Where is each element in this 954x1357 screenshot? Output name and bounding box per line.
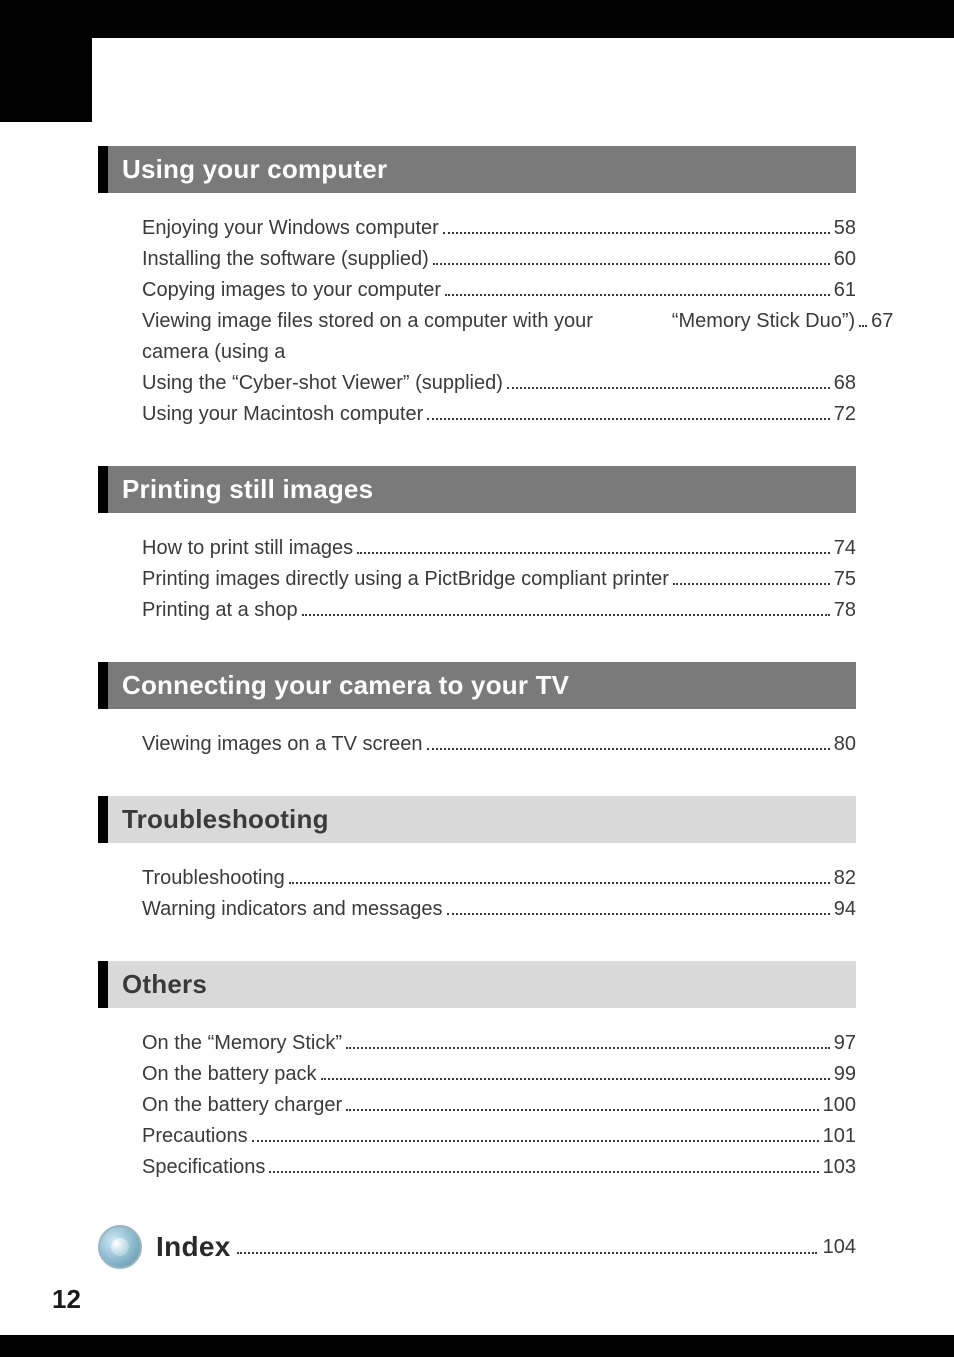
section-title: Troubleshooting [122, 804, 329, 834]
entry-label: Installing the software (supplied) [142, 244, 429, 275]
index-label: Index [156, 1231, 231, 1263]
toc-entry: Printing at a shop 78 [98, 595, 856, 626]
entry-page: 74 [834, 533, 856, 564]
entry-page: 60 [834, 244, 856, 275]
toc-entry: Specifications 103 [98, 1152, 856, 1183]
index-page: 104 [823, 1236, 856, 1259]
entry-label-line1: Viewing image files stored on a computer… [142, 306, 650, 368]
entry-label: Enjoying your Windows computer [142, 213, 439, 244]
entry-page: 75 [834, 564, 856, 595]
entry-page: 101 [823, 1121, 856, 1152]
index-row: Index 104 [98, 1225, 856, 1269]
entry-label: Viewing images on a TV screen [142, 729, 423, 760]
toc-entry: Warning indicators and messages 94 [98, 894, 856, 925]
bottom-black-bar [0, 1335, 954, 1357]
toc-entry: How to print still images 74 [98, 533, 856, 564]
entry-label: Copying images to your computer [142, 275, 441, 306]
leader-dots [447, 897, 830, 915]
entry-page: 72 [834, 399, 856, 430]
toc-entry: Installing the software (supplied) 60 [98, 244, 856, 275]
leader-dots [237, 1238, 817, 1254]
section-title: Others [122, 969, 207, 999]
entry-label: Warning indicators and messages [142, 894, 443, 925]
leader-dots [445, 278, 830, 296]
leader-dots [302, 598, 830, 616]
entries-connecting-tv: Viewing images on a TV screen 80 [98, 729, 856, 760]
leader-dots [289, 866, 830, 884]
toc-entry: Copying images to your computer 61 [98, 275, 856, 306]
leader-dots [346, 1093, 819, 1111]
toc-entry: On the battery pack 99 [98, 1059, 856, 1090]
section-header-printing-still-images: Printing still images [98, 466, 856, 513]
toc-entry: On the battery charger 100 [98, 1090, 856, 1121]
entry-label: Printing images directly using a PictBri… [142, 564, 669, 595]
leader-dots [507, 371, 830, 389]
leader-dots [673, 567, 830, 585]
toc-entry: Printing images directly using a PictBri… [98, 564, 856, 595]
entry-label: How to print still images [142, 533, 353, 564]
section-title: Connecting your camera to your TV [122, 670, 569, 700]
entry-label: On the “Memory Stick” [142, 1028, 342, 1059]
content-area: Using your computer Enjoying your Window… [0, 146, 954, 1269]
entry-page: 103 [823, 1152, 856, 1183]
entry-page: 99 [834, 1059, 856, 1090]
section-header-using-your-computer: Using your computer [98, 146, 856, 193]
entry-page: 58 [834, 213, 856, 244]
leader-dots [433, 247, 830, 265]
entry-page: 94 [834, 894, 856, 925]
entry-label: Using the “Cyber-shot Viewer” (supplied) [142, 368, 503, 399]
leader-dots [859, 309, 867, 327]
toc-entry: Viewing images on a TV screen 80 [98, 729, 856, 760]
top-black-bar [0, 0, 954, 38]
leader-dots [427, 402, 830, 420]
entries-using-your-computer: Enjoying your Windows computer 58 Install… [98, 213, 856, 430]
entry-label: On the battery pack [142, 1059, 317, 1090]
entry-page: 61 [834, 275, 856, 306]
entry-page: 67 [871, 306, 893, 337]
entries-printing-still-images: How to print still images 74 Printing ima… [98, 533, 856, 626]
section-title: Using your computer [122, 154, 387, 184]
entry-label: Printing at a shop [142, 595, 298, 626]
entry-label: Using your Macintosh computer [142, 399, 423, 430]
entry-label: Troubleshooting [142, 863, 285, 894]
section-header-others: Others [98, 961, 856, 1008]
entry-page: 80 [834, 729, 856, 760]
toc-entry: Troubleshooting 82 [98, 863, 856, 894]
page-number: 12 [52, 1284, 81, 1315]
toc-entry-wrapped: Viewing image files stored on a computer… [98, 306, 856, 368]
leader-dots [443, 216, 830, 234]
entry-page: 82 [834, 863, 856, 894]
entry-page: 100 [823, 1090, 856, 1121]
lens-icon [98, 1225, 142, 1269]
section-header-connecting-tv: Connecting your camera to your TV [98, 662, 856, 709]
toc-entry: Using your Macintosh computer 72 [98, 399, 856, 430]
leader-dots [427, 732, 830, 750]
corner-black-block [0, 38, 92, 122]
entry-page: 97 [834, 1028, 856, 1059]
toc-entry: Precautions 101 [98, 1121, 856, 1152]
entry-label-line2: “Memory Stick Duo”) [650, 306, 855, 337]
leader-dots [269, 1155, 818, 1173]
entries-others: On the “Memory Stick” 97 On the battery p… [98, 1028, 856, 1183]
toc-entry: On the “Memory Stick” 97 [98, 1028, 856, 1059]
leader-dots [346, 1031, 830, 1049]
entries-troubleshooting: Troubleshooting 82 Warning indicators and… [98, 863, 856, 925]
entry-label: Precautions [142, 1121, 248, 1152]
toc-entry: Using the “Cyber-shot Viewer” (supplied)… [98, 368, 856, 399]
leader-dots [321, 1062, 830, 1080]
entry-page: 68 [834, 368, 856, 399]
leader-dots [357, 536, 830, 554]
entry-label: Specifications [142, 1152, 265, 1183]
section-title: Printing still images [122, 474, 373, 504]
toc-entry: Enjoying your Windows computer 58 [98, 213, 856, 244]
section-header-troubleshooting: Troubleshooting [98, 796, 856, 843]
leader-dots [252, 1124, 819, 1142]
entry-page: 78 [834, 595, 856, 626]
entry-label: On the battery charger [142, 1090, 342, 1121]
